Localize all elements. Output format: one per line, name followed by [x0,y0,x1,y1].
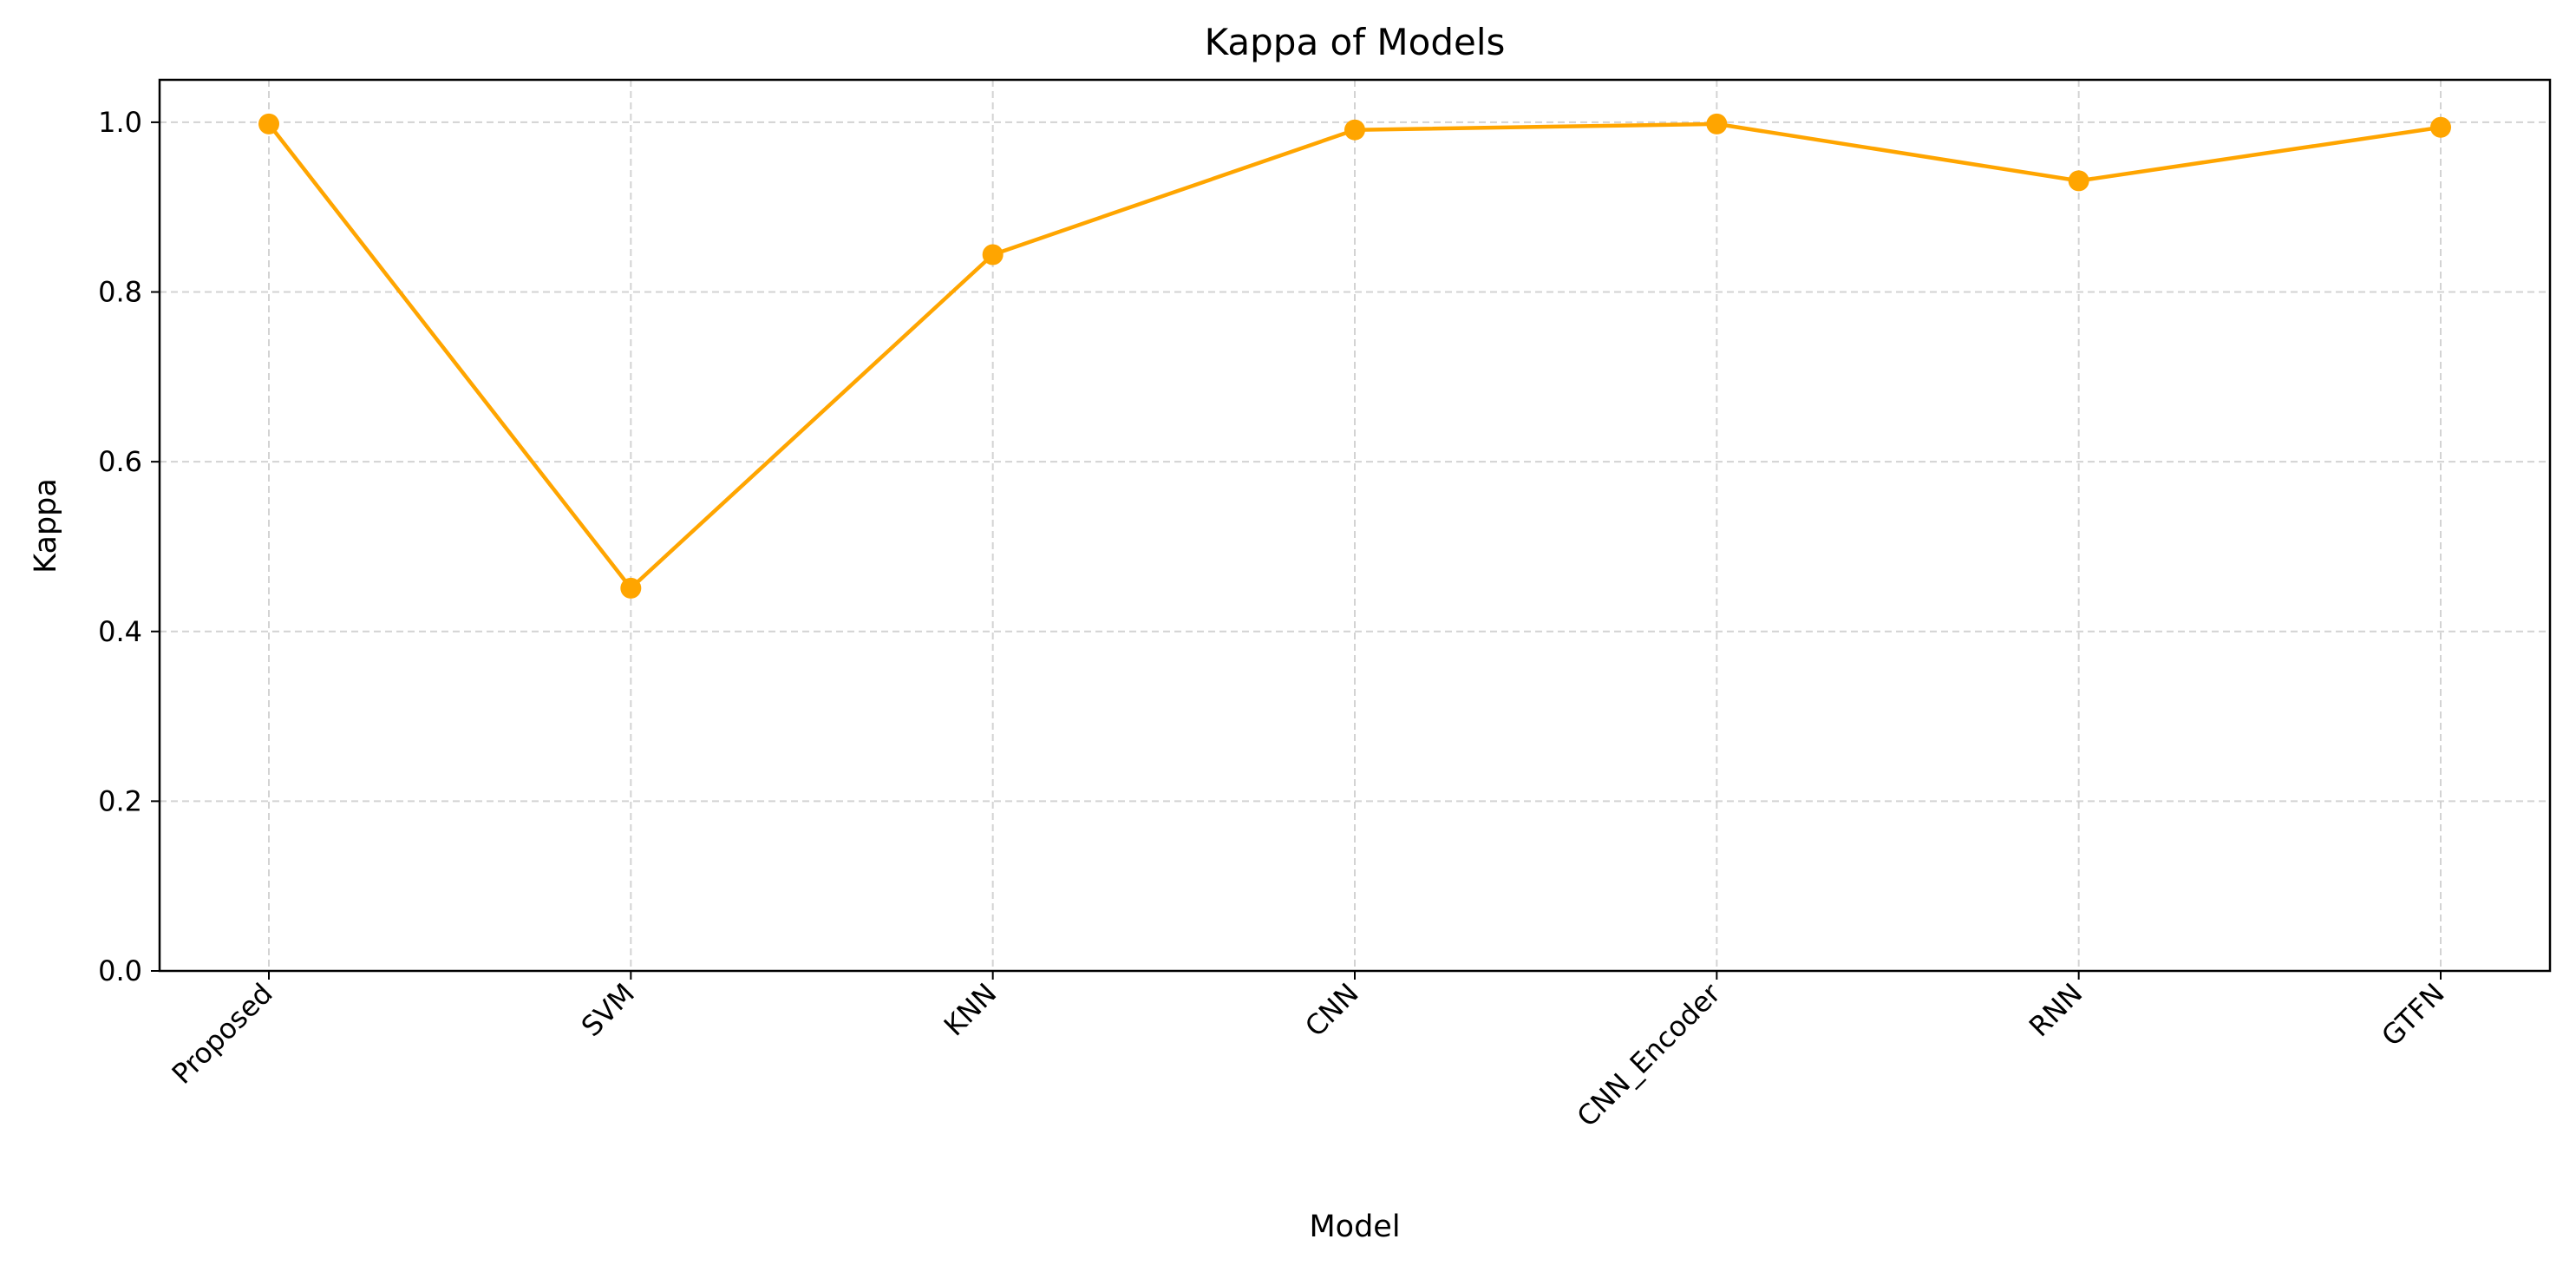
y-tick-label: 0.2 [98,784,142,817]
y-tick-label: 0.4 [98,615,142,648]
y-axis-ticks: 0.0 0.2 0.4 0.6 0.8 1.0 [98,106,160,987]
data-point [982,244,1004,266]
data-point [2430,116,2451,138]
y-tick-label: 1.0 [98,106,142,139]
data-point [1344,119,1365,141]
y-axis-title: Kappa [29,478,63,574]
data-point [1706,113,1728,134]
data-point [258,113,279,134]
chart-title: Kappa of Models [1205,21,1506,63]
y-tick-label: 0.0 [98,954,142,987]
data-point [2068,170,2089,192]
y-tick-label: 0.8 [98,276,142,309]
y-tick-label: 0.6 [98,445,142,478]
x-axis-title: Model [1309,1210,1400,1244]
series-markers [258,113,2451,599]
data-point [620,577,642,599]
